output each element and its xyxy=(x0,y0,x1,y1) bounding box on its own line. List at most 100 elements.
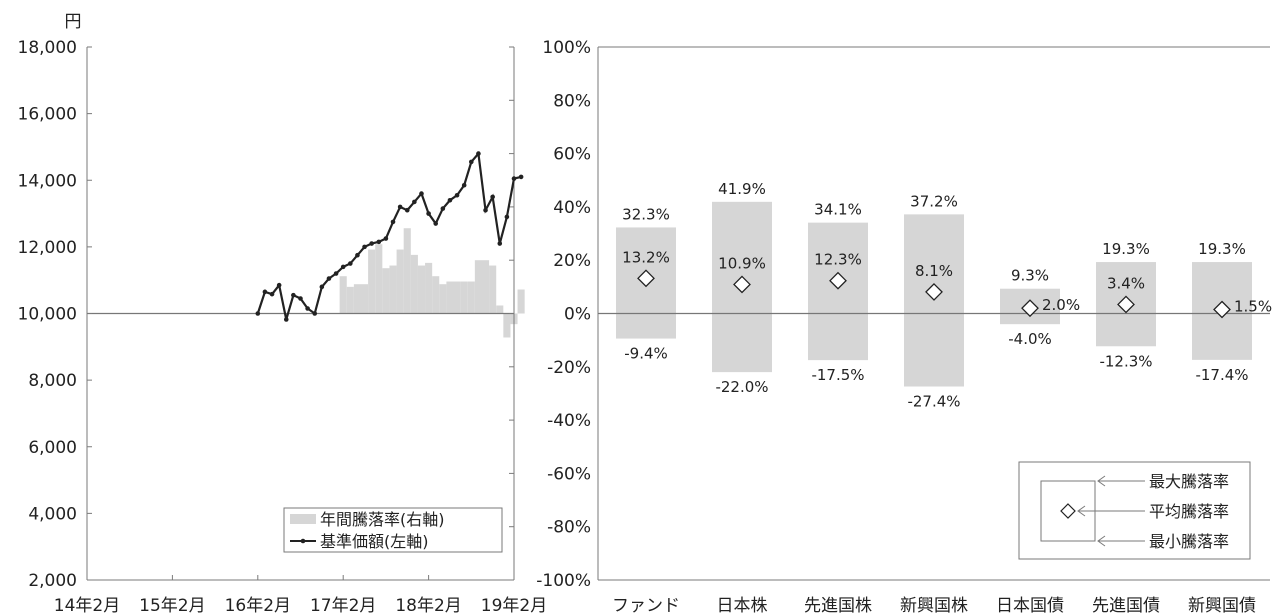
annual-return-bar xyxy=(517,289,525,314)
nav-point xyxy=(483,207,488,213)
annual-return-bar xyxy=(446,281,454,314)
annual-return-bar xyxy=(389,265,397,314)
right-y-tick-label: -20% xyxy=(547,358,591,378)
nav-point xyxy=(326,276,332,281)
min-return-label: -17.5% xyxy=(811,366,864,384)
annual-return-bar xyxy=(489,265,497,314)
category-label: 日本国債 xyxy=(996,596,1064,615)
annual-return-bar xyxy=(439,284,447,314)
annual-return-bar xyxy=(382,268,390,314)
annual-return-bar xyxy=(346,286,354,314)
nav-point xyxy=(426,211,431,216)
nav-point xyxy=(305,306,310,311)
nav-point xyxy=(362,244,367,250)
annual-return-bar xyxy=(403,228,411,314)
legend-bar-swatch xyxy=(290,514,316,524)
category-label: 新興国債 xyxy=(1188,596,1256,615)
legend-min-label: 最小騰落率 xyxy=(1149,532,1229,551)
annual-return-bar xyxy=(474,260,482,314)
min-return-label: -12.3% xyxy=(1099,352,1152,370)
min-return-label: -22.0% xyxy=(715,378,768,396)
nav-point xyxy=(476,151,481,156)
avg-return-label: 8.1% xyxy=(915,262,953,280)
min-return-label: -9.4% xyxy=(624,345,668,363)
right-y-tick-label: -40% xyxy=(547,411,591,431)
nav-point xyxy=(312,311,318,316)
right-y-tick-label: 100% xyxy=(542,38,591,58)
left-arrow-icon xyxy=(1077,505,1086,517)
left-arrow-icon xyxy=(1097,535,1106,547)
nav-point xyxy=(333,271,339,276)
legend-bar-label: 年間騰落率(右軸) xyxy=(320,510,445,529)
annual-return-bar xyxy=(481,260,490,314)
annual-return-bar xyxy=(496,305,504,314)
category-label: ファンド xyxy=(612,596,680,615)
avg-return-marker xyxy=(829,271,847,290)
avg-return-label: 2.0% xyxy=(1042,296,1080,314)
avg-return-label: 10.9% xyxy=(718,254,766,272)
nav-point xyxy=(447,197,453,203)
legend-line-marker xyxy=(300,538,306,544)
avg-return-marker xyxy=(1117,295,1135,314)
nav-point xyxy=(291,292,296,298)
category-label: 先進国株 xyxy=(804,596,872,615)
nav-point xyxy=(283,317,289,322)
nav-point xyxy=(440,206,446,211)
x-tick-label: 16年2月 xyxy=(225,596,291,615)
nav-point xyxy=(390,219,396,225)
avg-return-label: 13.2% xyxy=(622,248,670,266)
annual-return-bar xyxy=(453,281,461,314)
right-y-tick-label: -80% xyxy=(547,518,591,538)
left-y-tick-label: 18,000 xyxy=(18,38,77,58)
nav-point xyxy=(490,194,495,200)
min-return-label: -27.4% xyxy=(907,393,960,411)
legend-max-label: 最大騰落率 xyxy=(1149,472,1229,491)
nav-point xyxy=(419,191,424,196)
right-y-tick-label: -100% xyxy=(536,571,591,591)
max-return-label: 32.3% xyxy=(622,205,670,223)
left-y-tick-label: 16,000 xyxy=(18,105,77,125)
nav-point xyxy=(497,241,503,246)
x-tick-label: 19年2月 xyxy=(481,596,547,615)
right-y-tick-label: 40% xyxy=(553,198,591,218)
nav-point xyxy=(518,174,524,180)
x-tick-label: 17年2月 xyxy=(310,596,376,615)
nav-point xyxy=(376,239,382,245)
annual-return-bar xyxy=(360,284,369,314)
left-y-tick-label: 12,000 xyxy=(18,238,77,258)
category-label: 先進国債 xyxy=(1092,596,1160,615)
left-arrow-icon xyxy=(1097,475,1106,487)
annual-return-bar xyxy=(417,265,426,314)
annual-return-bar xyxy=(467,281,475,314)
max-return-label: 19.3% xyxy=(1198,240,1246,258)
nav-point xyxy=(298,296,303,301)
legend-avg-label: 平均騰落率 xyxy=(1149,502,1229,521)
nav-point xyxy=(369,241,374,246)
nav-point xyxy=(269,291,275,297)
nav-point xyxy=(511,176,517,181)
right-y-tick-label: -60% xyxy=(547,464,591,484)
right-return-chart: -100% -80% -60% -40% -20% 0% 20% 40% 60% 80% 100% 3… xyxy=(536,38,1272,615)
left-legend-box xyxy=(283,507,503,553)
legend-line-label: 基準価額(左軸) xyxy=(320,532,429,551)
left-y-tick-label: 6,000 xyxy=(28,438,77,458)
avg-return-label: 3.4% xyxy=(1107,274,1145,292)
avg-return-marker xyxy=(637,269,655,288)
right-y-tick-label: 80% xyxy=(553,91,591,111)
nav-point xyxy=(504,214,510,220)
avg-return-label: 12.3% xyxy=(814,251,862,269)
avg-return-marker xyxy=(733,275,751,294)
avg-return-marker xyxy=(925,282,943,301)
annual-return-bar xyxy=(375,244,383,314)
left-y-tick-label: 10,000 xyxy=(18,305,77,325)
avg-return-marker xyxy=(1021,299,1039,318)
nav-point xyxy=(262,289,268,295)
x-tick-label: 14年2月 xyxy=(54,596,120,615)
right-y-tick-label: 0% xyxy=(564,305,591,325)
category-label: 日本株 xyxy=(717,596,768,615)
annual-return-bar xyxy=(425,262,433,314)
nav-point xyxy=(404,207,410,213)
max-return-label: 37.2% xyxy=(910,192,958,210)
nav-point xyxy=(276,282,282,288)
